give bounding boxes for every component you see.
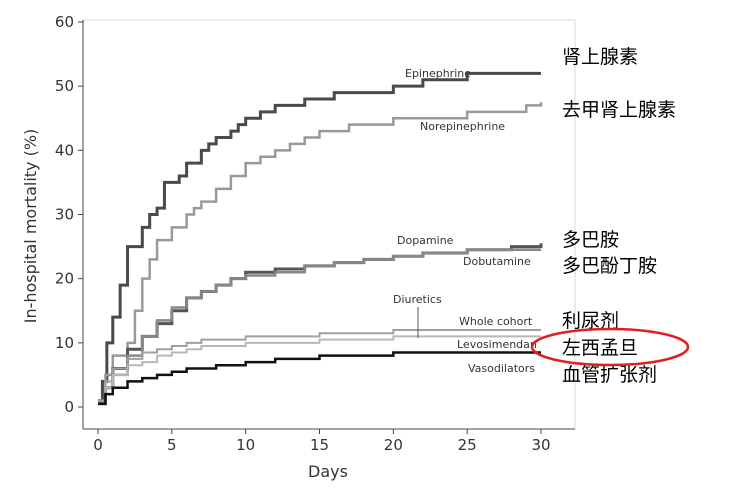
highlight-ellipse <box>530 327 690 367</box>
label-dobutamine: Dobutamine <box>463 255 531 268</box>
label-diuretics: Diuretics <box>393 293 442 306</box>
y-tick-label: 30 <box>55 206 74 224</box>
y-tick-label: 0 <box>64 398 74 416</box>
cn-label-dobutamine: 多巴酚丁胺 <box>562 255 657 277</box>
series-line-epinephrine <box>98 71 541 403</box>
x-tick-label: 20 <box>384 436 403 454</box>
cn-label-dopamine: 多巴胺 <box>562 229 619 251</box>
x-axis-title: Days <box>308 462 348 481</box>
y-tick-label: 10 <box>55 334 74 352</box>
cn-label-diuretics: 利尿剂 <box>562 310 619 332</box>
label-levosimendan: Levosimendan <box>457 338 537 351</box>
cn-label-epinephrine: 肾上腺素 <box>562 46 638 68</box>
series-line-norepinephrine <box>98 102 543 402</box>
cn-label-norepinephrine: 去甲肾上腺素 <box>562 99 676 121</box>
y-tick-label: 50 <box>55 77 74 95</box>
x-tick-label: 0 <box>93 436 103 454</box>
label-norepinephrine: Norepinephrine <box>420 120 505 133</box>
y-tick-label: 40 <box>55 141 74 159</box>
label-epinephrine: Epinephrine <box>405 67 471 80</box>
series-line-vasodilators <box>98 351 541 406</box>
x-tick-label: 30 <box>531 436 550 454</box>
cn-label-vasodilators: 血管扩张剂 <box>562 364 657 386</box>
x-tick-label: 15 <box>310 436 329 454</box>
series-line-dobutamine <box>98 248 541 406</box>
y-tick-label: 20 <box>55 270 74 288</box>
x-tick-label: 10 <box>236 436 255 454</box>
x-tick-label: 5 <box>167 436 177 454</box>
label-vasodilators: Vasodilators <box>468 362 535 375</box>
x-tick-label: 25 <box>458 436 477 454</box>
y-axis-title: In-hospital mortality (%) <box>21 129 40 324</box>
series-line-levosimendan <box>98 335 541 405</box>
cn-label-levosimendan: 左西孟旦 <box>562 337 638 359</box>
series-lines <box>98 71 543 406</box>
y-ticks: 0 10 20 30 40 50 60 <box>55 13 83 416</box>
label-whole-cohort: Whole cohort <box>459 315 533 328</box>
series-line-whole-cohort <box>98 329 541 402</box>
label-dopamine: Dopamine <box>397 234 454 247</box>
x-ticks: 0 5 10 15 20 25 30 <box>93 429 551 454</box>
y-tick-label: 60 <box>55 13 74 31</box>
